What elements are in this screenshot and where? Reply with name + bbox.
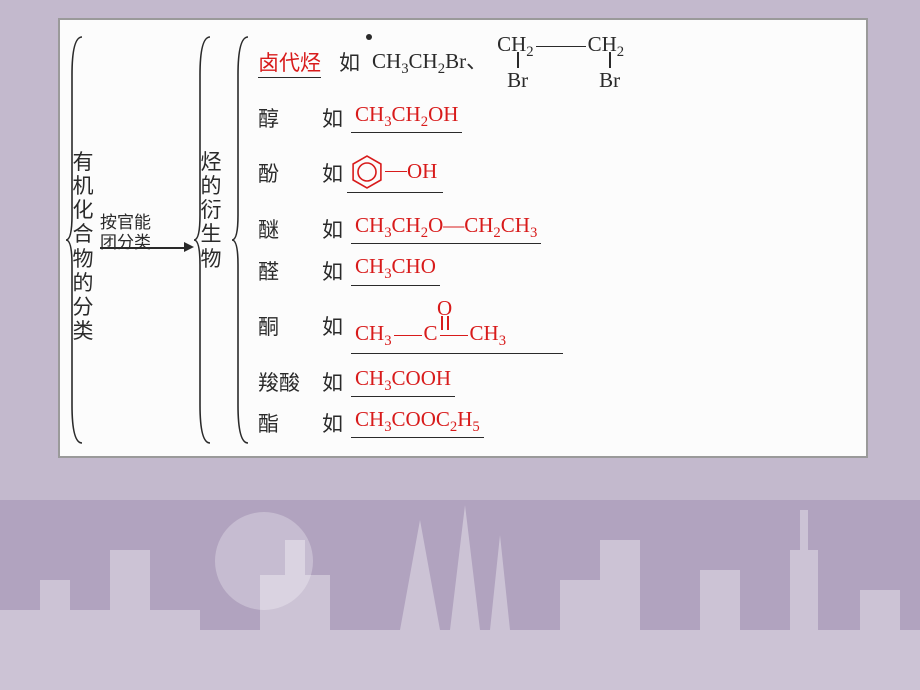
- example-prefix: 如: [322, 214, 343, 244]
- arrow-label-bottom: 团分类: [100, 228, 151, 253]
- category-name: 醚: [258, 214, 304, 244]
- example-prefix: 如: [322, 158, 343, 188]
- ketone-oxygen: O: [437, 296, 452, 321]
- category-row: 醛如 CH3CHO: [258, 254, 858, 285]
- category-row: 羧酸如 CH3COOH: [258, 366, 858, 397]
- ketone-main: CH3CCH3: [355, 321, 506, 350]
- example-formula: CH3CH2O—CH2CH3: [351, 213, 541, 244]
- example-prefix: 如: [322, 256, 343, 286]
- example-ketone: OCH3CCH3: [351, 298, 563, 354]
- example-formula: CH3CHO: [351, 254, 440, 285]
- category-name: 酚: [258, 158, 304, 188]
- arrow-line: [100, 247, 186, 249]
- category-rows: 卤代烃如CH3CH2Br、CH2CH2BrBr醇如CH3CH2OH酚如OH醚如C…: [258, 32, 858, 448]
- brace-categories: [230, 35, 250, 445]
- category-name: 醛: [258, 256, 304, 286]
- category-row: 醚如 CH3CH2O—CH2CH3: [258, 213, 858, 244]
- example-prefix: 如: [339, 47, 360, 77]
- example-prefix: 如: [322, 311, 343, 341]
- example-formula-plain: CH3CH2Br、: [368, 45, 491, 79]
- arrow-head-icon: [184, 242, 194, 252]
- example-formula: CH3COOH: [351, 366, 455, 397]
- category-row: 酮如 OCH3CCH3: [258, 296, 858, 356]
- example-prefix: 如: [322, 103, 343, 133]
- diagram-panel: 有机化合物的分类 按官能 团分类 烃的衍生物 卤代烃如CH3CH2Br、CH2C…: [58, 18, 868, 458]
- category-name: 卤代烃: [258, 47, 321, 78]
- background-bottom: [0, 500, 920, 690]
- category-name: 酮: [258, 311, 304, 341]
- child-label: 烃的衍生物: [200, 150, 222, 271]
- example-prefix: 如: [322, 367, 343, 397]
- example-formula: CH3CH2OH: [351, 102, 462, 133]
- category-name: 羧酸: [258, 367, 304, 397]
- classification-arrow: 按官能 团分类: [100, 215, 200, 257]
- example-prefix: 如: [322, 408, 343, 438]
- benzene-icon: [349, 154, 385, 190]
- category-row: 醇如 CH3CH2OH: [258, 102, 858, 133]
- example-phenol: OH: [347, 154, 443, 193]
- moon-decoration: [215, 512, 313, 610]
- oh-label: OH: [407, 159, 437, 184]
- category-row: 酚如 OH: [258, 143, 858, 203]
- structural-formula: CH2CH2BrBr: [497, 32, 657, 92]
- category-row: 卤代烃如 CH3CH2Br、CH2CH2BrBr: [258, 32, 858, 92]
- root-label: 有机化合物的分类: [72, 150, 94, 343]
- category-name: 醇: [258, 103, 304, 133]
- example-formula: CH3COOC2H5: [351, 407, 484, 438]
- category-row: 酯如 CH3COOC2H5: [258, 407, 858, 438]
- category-name: 酯: [258, 408, 304, 438]
